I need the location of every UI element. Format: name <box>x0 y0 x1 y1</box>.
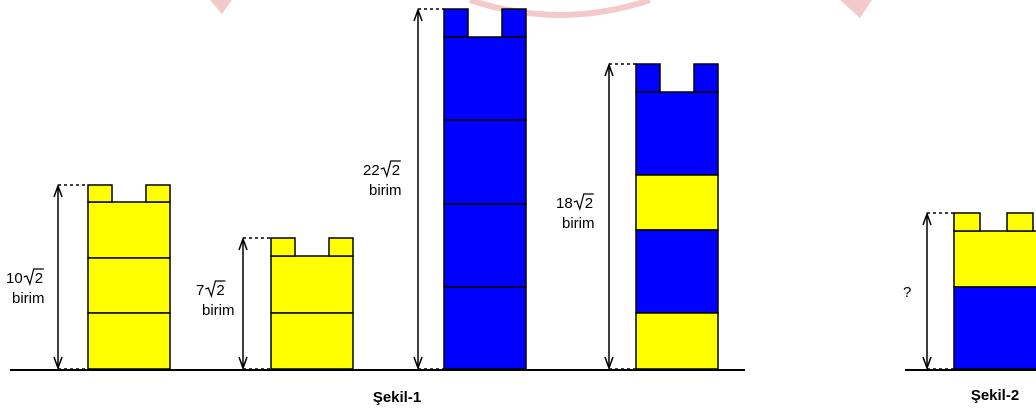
tower-1-arrowhead-top <box>53 183 63 198</box>
tower-1-height-coefficient: 10 <box>6 270 23 287</box>
watermark-shape <box>840 0 872 18</box>
tower-3-height-coefficient: 22 <box>363 162 380 179</box>
tower-3-height-radicand: 2 <box>392 162 400 179</box>
tower-figure-2-arrowhead-top <box>922 211 932 226</box>
tower-1-merlon-right <box>145 184 171 203</box>
watermark-shape <box>469 0 651 18</box>
tower-2-block <box>270 312 354 370</box>
tower-4-merlon-left <box>635 63 661 93</box>
tower-4-height-radicand: 2 <box>585 195 593 212</box>
tower-figure-2-block <box>953 286 1036 370</box>
tower-2-block <box>270 255 354 314</box>
tower-3-block <box>443 119 527 205</box>
tower-1-height-radicand: 2 <box>35 270 43 287</box>
tower-2-height-unit: birim <box>202 302 235 319</box>
tower-2-height-radicand: 2 <box>216 282 224 299</box>
tower-figure-2: ? <box>903 211 1036 371</box>
tower-2-radical-sign <box>205 280 226 298</box>
tower-4-height-coefficient: 18 <box>556 195 573 212</box>
tower-1-block <box>87 257 171 314</box>
tower-4-block <box>635 312 719 370</box>
tower-2-arrowhead-top <box>238 236 248 251</box>
unknown-height-label: ? <box>903 284 911 301</box>
tower-2: 7 2 birim <box>196 236 354 371</box>
tower-3-radical-sign <box>380 160 401 178</box>
tower-4: 18 2 birim <box>556 62 719 371</box>
watermark-shape <box>210 0 232 14</box>
tower-2-merlon-right <box>328 237 354 257</box>
tower-4-arrowhead-bottom <box>604 356 614 371</box>
tower-3-arrowhead-top <box>413 7 423 22</box>
tower-4-arrowhead-top <box>604 62 614 77</box>
tower-2-height-coefficient: 7 <box>196 282 204 299</box>
tower-1-radical-sign <box>23 268 44 286</box>
tower-4-block <box>635 91 719 176</box>
tower-1-merlon-left <box>87 184 113 203</box>
tower-1: 10 2 birim <box>6 183 171 371</box>
tower-4-height-unit: birim <box>562 215 595 232</box>
tower-2-arrowhead-bottom <box>238 356 248 371</box>
tower-3-merlon-left <box>443 8 469 38</box>
tower-3-arrowhead-bottom <box>413 356 423 371</box>
tower-2-merlon-left <box>270 237 296 257</box>
tower-1-block <box>87 201 171 259</box>
tower-4-radical-sign <box>573 193 594 211</box>
tower-4-merlon-right <box>693 63 719 93</box>
tower-3-height-unit: birim <box>369 182 402 199</box>
figure-2-caption: Şekil-2 <box>971 387 1019 404</box>
tower-4-block <box>635 174 719 231</box>
tower-4-block <box>635 229 719 314</box>
watermark <box>210 0 872 18</box>
tower-figure-2-merlon-right <box>1006 212 1034 232</box>
tower-3-block <box>443 286 527 370</box>
tower-figure-2-merlon-left <box>953 212 981 232</box>
tower-figure-2-arrowhead-bottom <box>922 356 932 371</box>
tower-1-arrowhead-bottom <box>53 356 63 371</box>
tower-3-merlon-right <box>501 8 527 38</box>
tower-3-block <box>443 203 527 288</box>
figure-1-caption: Şekil-1 <box>373 389 421 406</box>
tower-1-block <box>87 312 171 370</box>
tower-figure-2-block <box>953 230 1036 288</box>
tower-3-block <box>443 36 527 121</box>
tower-1-height-unit: birim <box>12 290 45 307</box>
